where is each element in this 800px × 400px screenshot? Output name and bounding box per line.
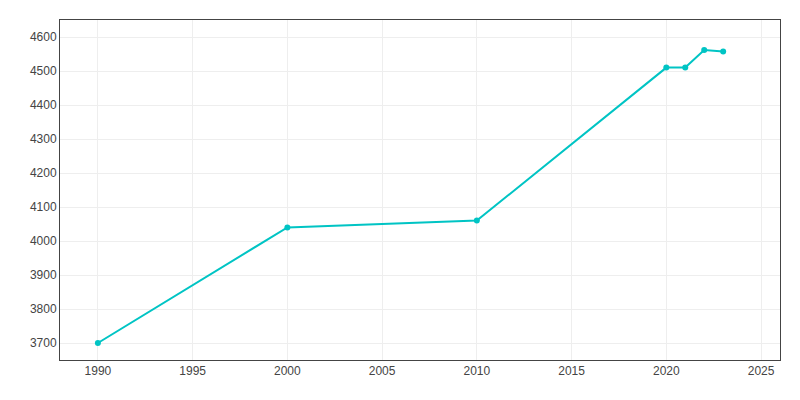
svg-text:4400: 4400	[30, 98, 57, 112]
svg-text:4200: 4200	[30, 166, 57, 180]
svg-text:2000: 2000	[274, 364, 301, 378]
svg-text:2015: 2015	[558, 364, 585, 378]
svg-text:4300: 4300	[30, 132, 57, 146]
svg-text:3900: 3900	[30, 268, 57, 282]
svg-text:2020: 2020	[653, 364, 680, 378]
svg-text:1990: 1990	[85, 364, 112, 378]
svg-text:4000: 4000	[30, 234, 57, 248]
svg-text:3700: 3700	[30, 336, 57, 350]
svg-text:2010: 2010	[463, 364, 490, 378]
svg-text:4100: 4100	[30, 200, 57, 214]
svg-text:2025: 2025	[748, 364, 775, 378]
svg-text:4600: 4600	[30, 30, 57, 44]
svg-text:4500: 4500	[30, 64, 57, 78]
svg-text:3800: 3800	[30, 302, 57, 316]
svg-text:1995: 1995	[179, 364, 206, 378]
svg-text:2005: 2005	[369, 364, 396, 378]
